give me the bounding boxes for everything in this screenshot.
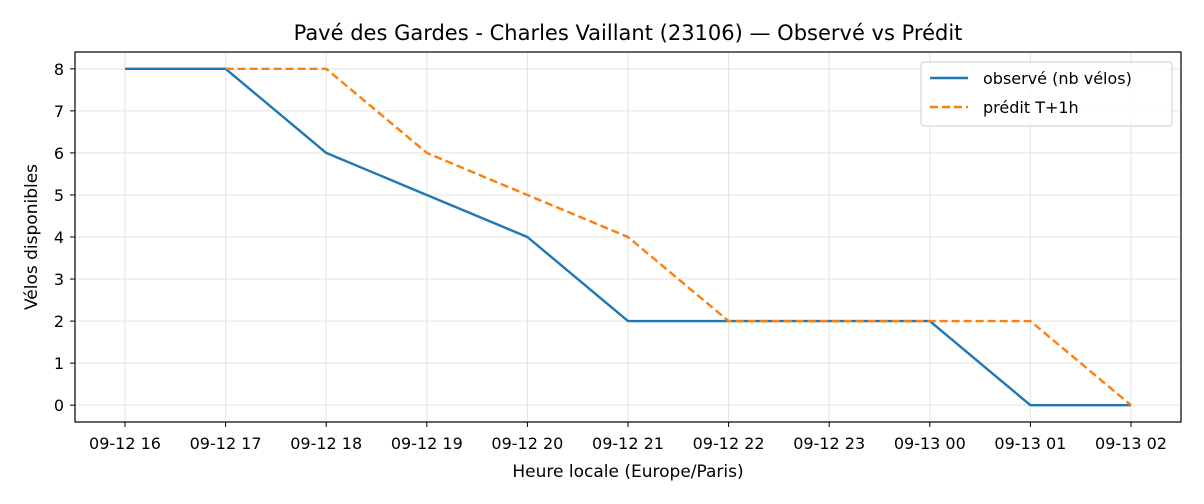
series-line-predicted [225,67,1132,407]
y-tick-label: 4 [54,228,64,247]
x-tick-label: 09-12 19 [391,434,463,453]
x-tick-label: 09-12 22 [693,434,765,453]
x-axis-label: Heure locale (Europe/Paris) [512,462,743,482]
y-axis: 0 1 2 3 4 5 6 7 8 [54,60,75,415]
x-tick-label: 09-13 01 [994,434,1066,453]
chart-title: Pavé des Gardes - Charles Vaillant (2310… [294,21,963,45]
x-axis: 09-12 16 09-12 17 09-12 18 09-12 19 09-12 20… [89,422,1167,453]
legend-label-predicted: prédit T+1h [983,98,1079,117]
x-tick-label: 09-12 16 [89,434,161,453]
legend-box [920,61,1173,127]
series-lines [125,67,1132,407]
x-tick-label: 09-12 18 [290,434,362,453]
x-tick-label: 09-13 00 [894,434,966,453]
y-tick-label: 0 [54,396,64,415]
x-tick-label: 09-12 20 [491,434,563,453]
y-tick-label: 5 [54,186,64,205]
y-tick-label: 8 [54,60,64,79]
y-tick-label: 6 [54,144,64,163]
x-tick-label: 09-12 23 [793,434,865,453]
legend: observé (nb vélos) prédit T+1h [920,61,1173,127]
series-line-observed [125,67,1131,407]
y-tick-label: 7 [54,102,64,121]
legend-label-observed: observé (nb vélos) [983,69,1132,88]
y-axis-label: Vélos disponibles [22,164,42,310]
y-tick-label: 2 [54,312,64,331]
x-tick-label: 09-13 02 [1095,434,1167,453]
y-tick-label: 1 [54,354,64,373]
y-tick-label: 3 [54,270,64,289]
x-tick-label: 09-12 17 [190,434,262,453]
x-tick-label: 09-12 21 [592,434,664,453]
